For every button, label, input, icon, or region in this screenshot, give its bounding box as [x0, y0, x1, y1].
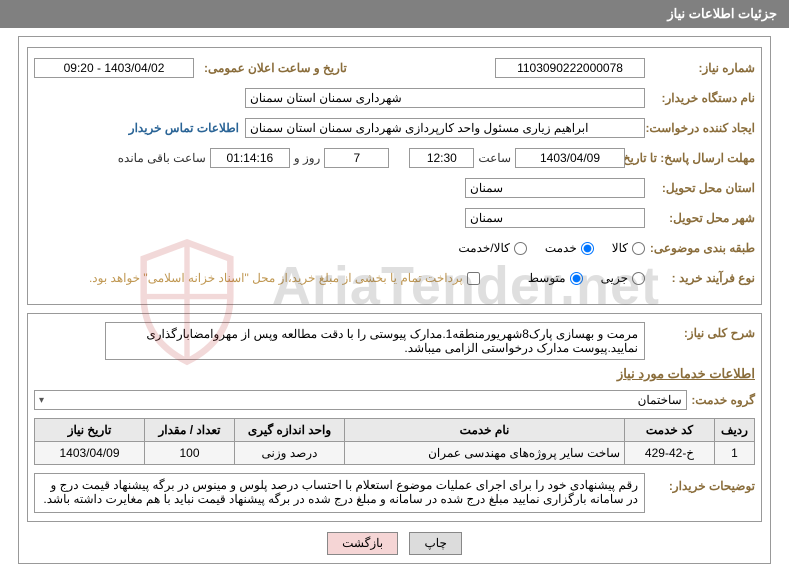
buyer-note-text: رقم پیشنهادی خود را برای اجرای عملیات مو… [34, 473, 645, 513]
announce-label: تاریخ و ساعت اعلان عمومی: [200, 61, 347, 75]
process-label: نوع فرآیند خرید : [645, 271, 755, 285]
remain-txt: ساعت باقی مانده [118, 151, 206, 165]
radio-goods[interactable]: کالا [612, 241, 645, 255]
service-group-value: ساختمان [638, 393, 682, 407]
main-panel: شماره نیاز: 1103090222000078 تاریخ و ساع… [18, 36, 771, 564]
category-label: طبقه بندی موضوعی: [645, 241, 755, 255]
service-group-select[interactable]: ساختمان ▾ [34, 390, 687, 410]
service-section-title: اطلاعات خدمات مورد نیاز [34, 366, 755, 382]
row-buyer-org: نام دستگاه خریدار: شهرداری سمنان استان س… [34, 86, 755, 110]
province-value: سمنان [465, 178, 645, 198]
th-qty: تعداد / مقدار [145, 419, 235, 442]
cell-idx: 1 [715, 442, 755, 465]
requester-value: ابراهیم زیاری مسئول واحد کارپردازی شهردا… [245, 118, 645, 138]
table-header-row: ردیف کد خدمت نام خدمت واحد اندازه گیری ت… [35, 419, 755, 442]
cell-name: ساخت سایر پروژه‌های مهندسی عمران [345, 442, 625, 465]
buyer-org-label: نام دستگاه خریدار: [645, 91, 755, 105]
cell-qty: 100 [145, 442, 235, 465]
radio-medium[interactable]: متوسط [528, 271, 583, 285]
payment-checkbox-input[interactable] [467, 272, 480, 285]
row-buyer-note: توضیحات خریدار: رقم پیشنهادی خود را برای… [34, 473, 755, 513]
th-name: نام خدمت [345, 419, 625, 442]
deadline-label: مهلت ارسال پاسخ: تا تاریخ: [625, 151, 755, 165]
cell-unit: درصد وزنی [235, 442, 345, 465]
days-remain: 7 [324, 148, 389, 168]
row-city: شهر محل تحویل: سمنان [34, 206, 755, 230]
announce-value: 1403/04/02 - 09:20 [34, 58, 194, 78]
deadline-time: 12:30 [409, 148, 474, 168]
province-label: استان محل تحویل: [645, 181, 755, 195]
page-title: جزئیات اطلاعات نیاز [667, 6, 777, 21]
summary-label: شرح کلی نیاز: [645, 322, 755, 340]
buyer-org-value: شهرداری سمنان استان سمنان [245, 88, 645, 108]
need-no-value: 1103090222000078 [495, 58, 645, 78]
payment-note: پرداخت تمام یا بخشی از مبلغ خرید،از محل … [89, 271, 463, 285]
city-label: شهر محل تحویل: [645, 211, 755, 225]
page-title-bar: جزئیات اطلاعات نیاز [0, 0, 789, 28]
row-process: نوع فرآیند خرید : جزیی متوسط پرداخت تمام… [34, 266, 755, 290]
radio-goods-input[interactable] [632, 242, 645, 255]
need-details-fieldset: شرح کلی نیاز: مرمت و بهسازی پارک8شهریورم… [27, 313, 762, 522]
row-deadline: مهلت ارسال پاسخ: تا تاریخ: 1403/04/09 سا… [34, 146, 755, 170]
back-button[interactable]: بازگشت [327, 532, 398, 555]
radio-medium-input[interactable] [570, 272, 583, 285]
row-need-no: شماره نیاز: 1103090222000078 تاریخ و ساع… [34, 56, 755, 80]
city-value: سمنان [465, 208, 645, 228]
th-row: ردیف [715, 419, 755, 442]
need-no-label: شماره نیاز: [645, 61, 755, 75]
radio-partial-input[interactable] [632, 272, 645, 285]
radio-service-input[interactable] [581, 242, 594, 255]
contact-link[interactable]: اطلاعات تماس خریدار [129, 121, 239, 135]
days-txt: روز و [294, 151, 321, 165]
requester-label: ایجاد کننده درخواست: [645, 121, 755, 135]
row-province: استان محل تحویل: سمنان [34, 176, 755, 200]
time-label: ساعت [478, 151, 511, 165]
payment-checkbox[interactable]: پرداخت تمام یا بخشی از مبلغ خرید،از محل … [89, 271, 480, 285]
row-requester: ایجاد کننده درخواست: ابراهیم زیاری مسئول… [34, 116, 755, 140]
button-row: چاپ بازگشت [27, 532, 762, 555]
table-row: 1 خ-42-429 ساخت سایر پروژه‌های مهندسی عم… [35, 442, 755, 465]
cell-code: خ-42-429 [625, 442, 715, 465]
page-root: AriaTender.net جزئیات اطلاعات نیاز شماره… [0, 0, 789, 566]
summary-text: مرمت و بهسازی پارک8شهریورمنطقه1.مدارک پی… [105, 322, 645, 360]
radio-partial[interactable]: جزیی [601, 271, 645, 285]
row-category: طبقه بندی موضوعی: کالا خدمت کالا/خدمت [34, 236, 755, 260]
radio-goods-service-input[interactable] [514, 242, 527, 255]
services-table: ردیف کد خدمت نام خدمت واحد اندازه گیری ت… [34, 418, 755, 465]
row-summary: شرح کلی نیاز: مرمت و بهسازی پارک8شهریورم… [34, 322, 755, 360]
row-service-group: گروه خدمت: ساختمان ▾ [34, 388, 755, 412]
th-unit: واحد اندازه گیری [235, 419, 345, 442]
th-code: کد خدمت [625, 419, 715, 442]
chevron-down-icon: ▾ [39, 395, 44, 406]
deadline-date: 1403/04/09 [515, 148, 625, 168]
buyer-note-label: توضیحات خریدار: [645, 473, 755, 493]
info-fieldset: شماره نیاز: 1103090222000078 تاریخ و ساع… [27, 47, 762, 305]
print-button[interactable]: چاپ [409, 532, 461, 555]
radio-goods-service[interactable]: کالا/خدمت [458, 241, 526, 255]
time-remain: 01:14:16 [210, 148, 290, 168]
radio-service[interactable]: خدمت [545, 241, 594, 255]
group-label: گروه خدمت: [687, 393, 755, 407]
th-date: تاریخ نیاز [35, 419, 145, 442]
cell-date: 1403/04/09 [35, 442, 145, 465]
